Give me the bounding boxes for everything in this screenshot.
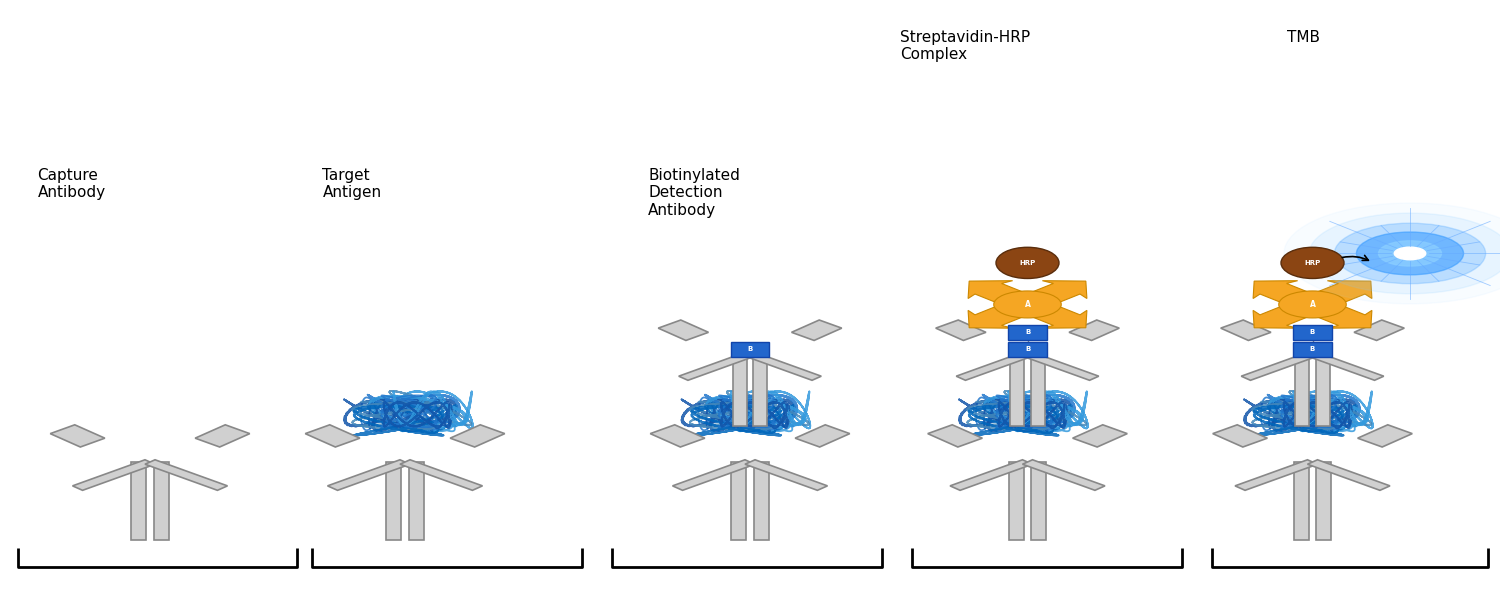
Bar	[1293, 462, 1308, 540]
Bar	[450, 425, 506, 447]
FancyArrow shape	[1252, 299, 1326, 328]
Ellipse shape	[996, 247, 1059, 278]
Text: Biotinylated
Detection
Antibody: Biotinylated Detection Antibody	[648, 168, 740, 218]
Bar	[146, 460, 228, 490]
Bar	[1010, 462, 1025, 540]
Bar	[408, 462, 424, 540]
Bar	[400, 460, 483, 490]
Bar	[1011, 354, 1025, 426]
Text: Capture
Antibody: Capture Antibody	[38, 168, 105, 200]
Circle shape	[1356, 232, 1464, 275]
Circle shape	[993, 291, 1062, 318]
Ellipse shape	[1281, 247, 1344, 278]
FancyArrow shape	[968, 299, 1041, 328]
Circle shape	[1284, 203, 1500, 304]
Bar	[50, 425, 105, 447]
Text: B: B	[1024, 346, 1030, 352]
Bar	[387, 462, 402, 540]
Text: Streptavidin-HRP
Complex: Streptavidin-HRP Complex	[900, 30, 1030, 62]
Bar	[1354, 320, 1404, 340]
FancyArrow shape	[1299, 281, 1372, 310]
Bar	[1234, 460, 1317, 490]
Bar	[1221, 320, 1270, 340]
Bar	[1294, 354, 1310, 426]
Text: B: B	[1024, 329, 1030, 335]
FancyArrow shape	[968, 281, 1041, 310]
Bar	[1308, 460, 1390, 490]
Bar	[153, 462, 168, 540]
Bar	[678, 352, 754, 380]
Bar	[950, 460, 1032, 490]
Bar	[753, 462, 768, 540]
Bar	[1316, 354, 1329, 426]
Bar	[304, 425, 360, 447]
Bar	[1032, 462, 1047, 540]
Bar	[1317, 462, 1332, 540]
Bar	[927, 425, 982, 447]
Bar	[956, 352, 1032, 380]
Bar	[1358, 425, 1413, 447]
Text: B: B	[747, 346, 753, 352]
Bar	[936, 320, 986, 340]
Circle shape	[1395, 247, 1425, 260]
Bar	[1023, 460, 1106, 490]
Bar	[753, 354, 766, 426]
Text: Target
Antigen: Target Antigen	[322, 168, 381, 200]
Bar	[1070, 320, 1119, 340]
Bar	[72, 460, 154, 490]
Bar	[1308, 352, 1384, 380]
FancyArrow shape	[1252, 281, 1326, 310]
Bar	[795, 425, 850, 447]
Text: HRP: HRP	[1020, 260, 1035, 266]
Bar	[1023, 352, 1100, 380]
Text: HRP: HRP	[1305, 260, 1320, 266]
Bar	[732, 354, 747, 426]
Bar	[1030, 354, 1044, 426]
Text: A: A	[1310, 300, 1316, 309]
Bar	[658, 320, 708, 340]
Text: TMB: TMB	[1287, 30, 1320, 45]
Bar	[1240, 352, 1317, 380]
Text: B: B	[1310, 346, 1316, 352]
Circle shape	[1310, 213, 1500, 294]
Text: A: A	[1024, 300, 1030, 309]
Bar	[746, 352, 822, 380]
Bar	[732, 462, 747, 540]
Text: B: B	[1310, 329, 1316, 335]
Bar	[672, 460, 754, 490]
Bar	[1072, 425, 1128, 447]
Circle shape	[1378, 241, 1442, 266]
Bar	[746, 460, 828, 490]
Bar	[195, 425, 250, 447]
FancyArrow shape	[1014, 281, 1088, 310]
FancyArrow shape	[1299, 299, 1372, 328]
Bar	[327, 460, 410, 490]
Bar	[792, 320, 842, 340]
FancyArrow shape	[1014, 299, 1088, 328]
Circle shape	[1278, 291, 1347, 318]
Bar	[132, 462, 147, 540]
Bar	[1212, 425, 1268, 447]
Bar	[650, 425, 705, 447]
Circle shape	[1335, 223, 1485, 284]
